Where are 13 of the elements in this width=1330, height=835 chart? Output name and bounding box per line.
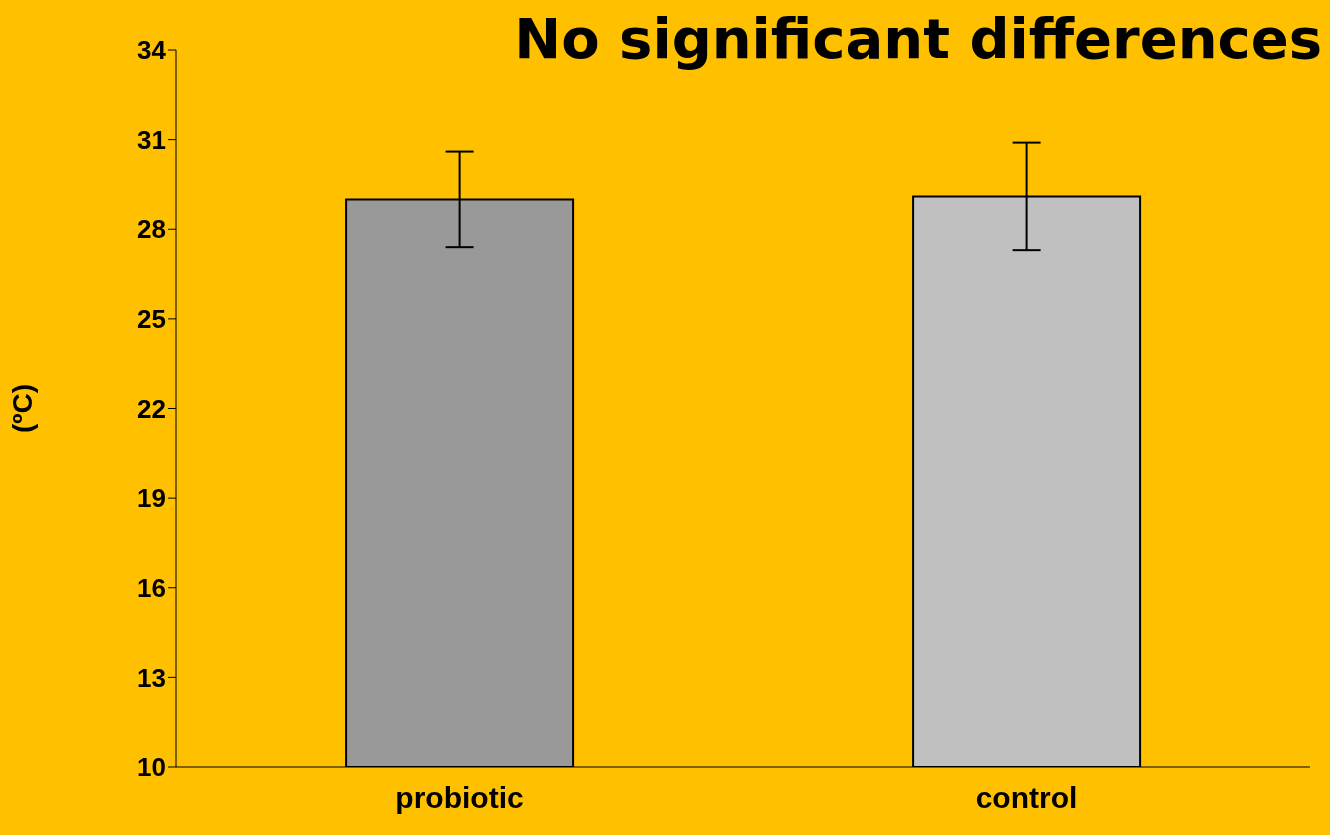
y-tick-label: 31	[137, 124, 166, 155]
y-tick-label: 19	[137, 483, 166, 514]
y-tick-label: 22	[137, 393, 166, 424]
y-tick-label: 13	[137, 662, 166, 693]
y-axis-title: (ºC)	[6, 383, 38, 434]
x-tick-label: control	[975, 781, 1078, 815]
y-tick-label: 25	[137, 304, 166, 335]
y-tick-label: 10	[137, 752, 166, 783]
x-tick-label: probiotic	[395, 781, 524, 815]
chart-title: No significant differences	[514, 6, 1322, 71]
y-tick-label: 28	[137, 214, 166, 245]
y-tick-label: 34	[137, 35, 167, 66]
y-tick-label: 16	[137, 572, 166, 603]
